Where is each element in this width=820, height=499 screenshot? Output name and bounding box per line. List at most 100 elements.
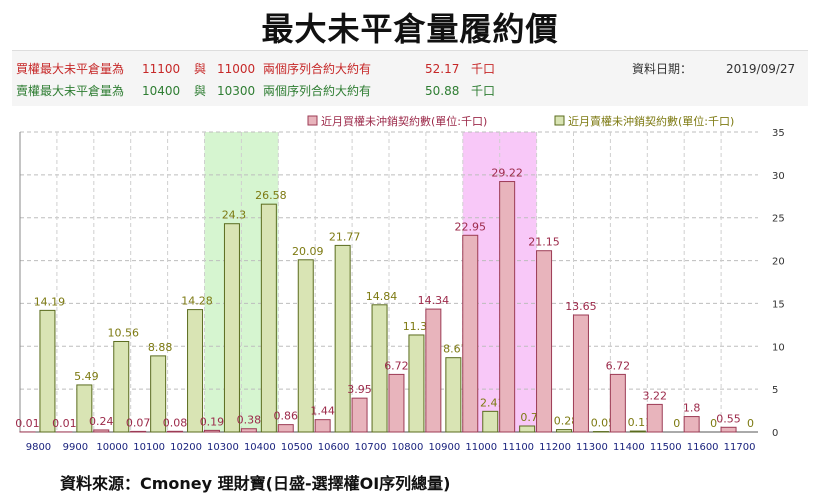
data-source-note: 資料來源：Cmoney 理財寶(日盛-選擇權OI序列總量) [60,474,451,493]
put-bar-10500 [297,259,314,433]
put-bar-10200 [187,309,204,433]
put-bar-9900 [76,384,93,433]
call-value-label: 6.72 [606,359,631,372]
put-strike-2: 10300 [217,84,256,98]
date-label: 資料日期： [632,62,693,76]
x-tick-label: 10000 [96,442,128,453]
put-strike-1: 10400 [142,84,181,98]
put-bar-10600 [334,244,351,433]
x-tick-label: 9900 [63,442,88,453]
put-value-label: 14.84 [366,290,398,303]
call-value-label: 0.38 [237,414,262,427]
call-bar-11300 [572,314,589,433]
put-total-unit: 千口 [471,84,496,98]
put-value-label: 26.58 [255,189,287,202]
chart-canvas: 0 5 10 15 20 25 30 35 0.01 14.19 9800 0.01 5.49 9900 0… [15,114,785,453]
x-tick-label: 11700 [724,442,756,453]
put-value-label: 24.3 [222,209,247,222]
call-bar-11000 [462,234,479,433]
call-bar-11700 [720,426,737,433]
y-tick-label: 25 [772,214,785,225]
put-bar-10900 [445,357,462,433]
put-bar-9800 [39,309,56,433]
x-tick-label: 10800 [392,442,424,453]
y-tick-label: 10 [772,342,785,353]
call-bar-11500 [646,403,663,433]
y-tick-label: 0 [772,428,778,439]
put-bar-10000 [113,340,130,433]
call-value-label: 1.8 [683,402,701,415]
call-summary-label: 買權最大未平倉量為 [16,62,125,76]
call-value-label: 0.55 [716,412,741,425]
page-title: 最大未平倉量履約價 [261,10,559,48]
call-value-label: 22.95 [455,220,487,233]
call-value-label: 3.22 [643,389,668,402]
x-tick-label: 11100 [502,442,534,453]
put-value-label: 20.09 [292,245,324,258]
put-value-label: 0 [747,417,754,430]
x-tick-label: 10500 [281,442,313,453]
call-value-label: 0.19 [200,415,225,428]
call-value-label: 14.34 [418,294,450,307]
call-bar-10500 [277,424,294,433]
put-bar-10700 [371,304,388,433]
x-tick-label: 11300 [576,442,608,453]
x-tick-label: 10100 [133,442,165,453]
x-tick-label: 10300 [207,442,239,453]
x-tick-label: 9800 [26,442,51,453]
call-value-label: 0.24 [89,415,114,428]
put-value-label: 0.28 [554,415,579,428]
put-value-label: 14.19 [34,295,66,308]
x-tick-label: 10700 [355,442,387,453]
x-tick-label: 10600 [318,442,350,453]
x-tick-label: 11500 [650,442,682,453]
call-value-label: 21.15 [528,236,560,249]
y-tick-label: 5 [772,385,778,396]
put-value-label: 0 [710,417,717,430]
put-value-label: 2.41 [480,396,505,409]
legend-label-call: 近月買權未沖銷契約數(單位:千口) [321,114,487,128]
call-bar-11400 [609,373,626,433]
y-tick-label: 20 [772,257,785,268]
put-bar-10800 [408,334,425,433]
put-value-label: 0 [673,417,680,430]
y-tick-label: 15 [772,299,785,310]
summary-panel: 買權最大未平倉量為 11100 與 11000 兩個序列合約大約有 52.17 … [12,50,808,107]
x-tick-label: 10900 [428,442,460,453]
call-bar-10700 [351,397,368,433]
call-bar-10200 [167,430,184,433]
put-bar-11200 [556,429,573,433]
put-value-label: 0.7 [520,411,538,424]
put-value-label: 21.77 [329,230,361,243]
put-bar-11000 [482,410,499,433]
call-value-label: 0.01 [15,417,39,430]
put-value-label: 0.05 [591,417,616,430]
put-conjunction: 與 [194,84,207,98]
x-tick-label: 11600 [687,442,719,453]
put-value-label: 5.49 [74,370,99,383]
put-value-label: 8.67 [443,343,468,356]
call-value-label: 0.08 [163,416,188,429]
call-bar-11100 [499,181,516,433]
legend-label-put: 近月賣權未沖銷契約數(單位:千口) [568,114,734,128]
put-bar-10400 [260,203,277,433]
call-value-label: 6.72 [384,359,409,372]
put-value-label: 0.11 [628,416,653,429]
x-tick-label: 11200 [539,442,571,453]
call-value-label: 1.44 [310,405,335,418]
call-total-unit: 千口 [471,62,496,76]
call-value-label: 0.86 [274,410,299,423]
call-bar-10400 [240,428,257,433]
put-bar-10300 [223,223,240,433]
put-value-label: 8.88 [148,341,173,354]
call-bar-10600 [314,419,331,433]
put-value-label: 10.56 [108,326,140,339]
x-tick-label: 11400 [613,442,645,453]
call-bar-11600 [683,416,700,433]
call-strike-1: 11100 [142,62,181,76]
x-tick-label: 10200 [170,442,202,453]
data-date: 2019/09/27 [726,62,796,76]
call-value-label: 3.95 [347,383,372,396]
call-value-label: 0.07 [126,416,151,429]
put-bar-10100 [150,355,167,433]
